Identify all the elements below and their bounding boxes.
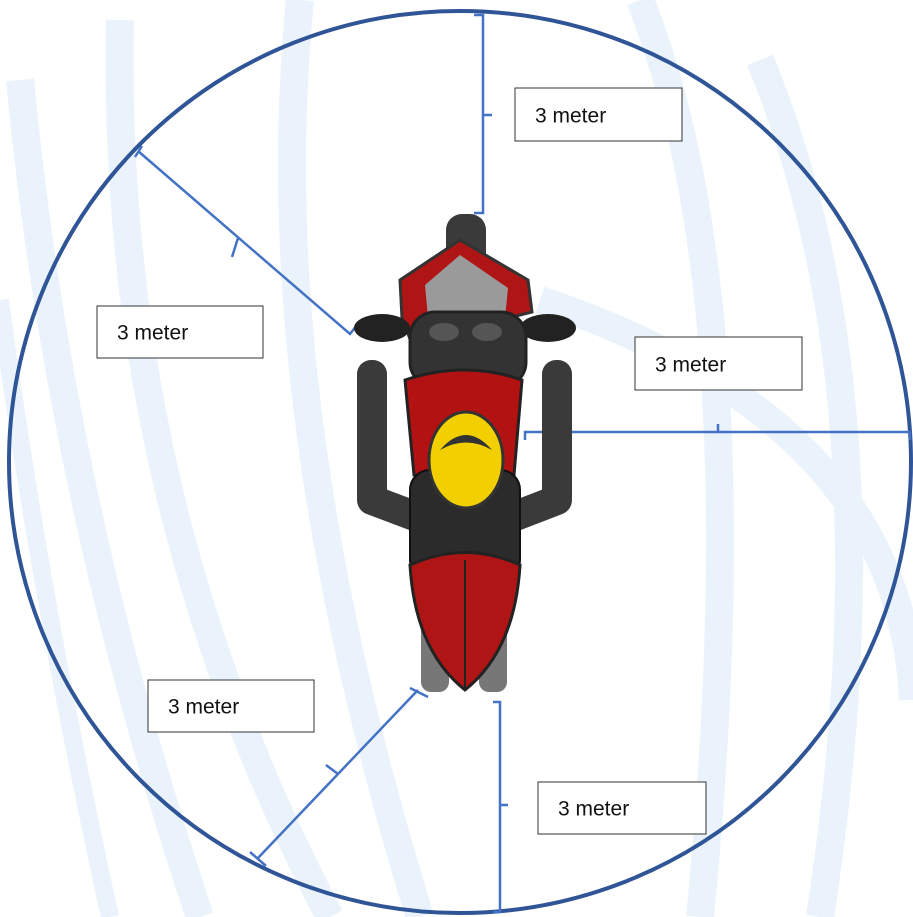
distance-label: 3 meter xyxy=(558,798,629,821)
distance-label: 3 meter xyxy=(168,696,239,719)
distance-label: 3 meter xyxy=(655,354,726,377)
distance-label: 3 meter xyxy=(535,105,606,128)
diagram: 3 meter 3 meter 3 meter 3 meter 3 meter xyxy=(0,0,913,917)
label-lower-left: 3 meter xyxy=(148,680,314,732)
bracket-bottom xyxy=(493,702,508,912)
distance-label: 3 meter xyxy=(117,322,188,345)
label-top: 3 meter xyxy=(515,88,682,141)
label-right: 3 meter xyxy=(635,337,802,390)
bracket-top xyxy=(474,15,492,213)
label-bottom-right: 3 meter xyxy=(538,782,706,834)
label-left: 3 meter xyxy=(97,306,263,358)
motorcycle xyxy=(354,214,576,692)
page: 3 meter 3 meter 3 meter 3 meter 3 meter … xyxy=(0,0,913,917)
